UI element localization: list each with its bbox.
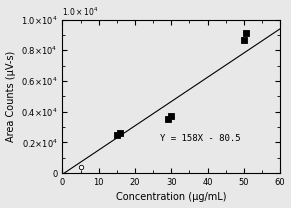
Point — [78, 165, 83, 168]
Point — [118, 131, 122, 135]
Text: $1.0\times10^4$: $1.0\times10^4$ — [63, 6, 99, 18]
Point — [168, 115, 173, 118]
X-axis label: Concentration (μg/mL): Concentration (μg/mL) — [116, 192, 227, 202]
Text: Y = 158X - 80.5: Y = 158X - 80.5 — [160, 134, 241, 143]
Y-axis label: Area Counts (μV-s): Area Counts (μV-s) — [6, 51, 15, 142]
Point — [115, 134, 119, 137]
Point — [242, 38, 246, 41]
Point — [244, 32, 249, 35]
Point — [165, 118, 170, 121]
